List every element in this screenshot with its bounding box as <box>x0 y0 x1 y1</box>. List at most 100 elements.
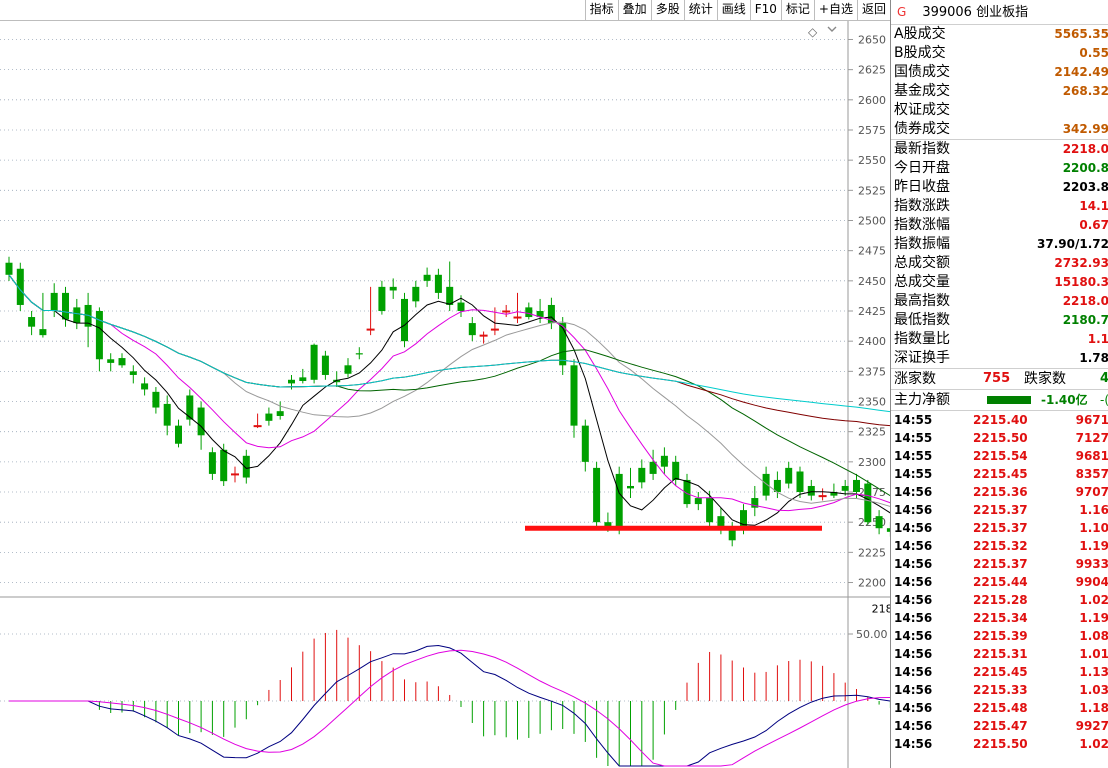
tick-row[interactable]: 14:56 2215.28 1.02 <box>891 591 1108 609</box>
index-stat-row: 总成交量 15180.3 <box>891 273 1108 292</box>
tick-price: 2215.47 <box>973 719 1028 733</box>
y-tick-label: 2625 <box>858 64 886 77</box>
tick-row[interactable]: 14:55 2215.40 9671 <box>891 411 1108 429</box>
turnover-value: 2142.49 <box>1054 65 1108 79</box>
candle-body <box>694 498 702 505</box>
tick-row[interactable]: 14:56 2215.39 1.08 <box>891 627 1108 645</box>
index-stat-label: 指数量比 <box>894 331 950 347</box>
turnover-row: 权证成交 <box>891 101 1108 120</box>
candle-body <box>649 461 657 474</box>
turnover-value: 342.99 <box>1062 122 1108 136</box>
back-button[interactable]: 返回 <box>856 0 890 20</box>
turnover-value: 268.32 <box>1062 84 1108 98</box>
candle-body <box>39 329 47 336</box>
candle-body <box>547 304 555 324</box>
tick-row[interactable]: 14:56 2215.37 9933 <box>891 555 1108 573</box>
turnover-row: 基金成交 268.32 <box>891 82 1108 101</box>
tick-price: 2215.45 <box>973 665 1028 679</box>
candle-body <box>366 328 375 331</box>
candle-body <box>401 298 408 342</box>
index-stat-label: 昨日收盘 <box>894 179 950 195</box>
mark-button[interactable]: 标记 <box>780 0 814 20</box>
tick-volume: 9904 <box>1075 575 1108 589</box>
tick-time: 14:55 <box>894 431 933 445</box>
tick-row[interactable]: 14:56 2215.44 9904 <box>891 573 1108 591</box>
dif-line <box>9 644 890 767</box>
tick-time: 14:56 <box>894 683 933 697</box>
index-stat-row: 深证换手 1.78 <box>891 349 1108 368</box>
tick-row[interactable]: 14:56 2215.50 1.02 <box>891 735 1108 753</box>
tick-price: 2215.33 <box>973 683 1028 697</box>
chevron-down-icon <box>827 26 837 32</box>
tick-row[interactable]: 14:55 2215.50 7127 <box>891 429 1108 447</box>
candle-body <box>175 425 182 444</box>
candle-body <box>118 358 126 366</box>
candle-body <box>615 473 623 529</box>
add-watchlist-button[interactable]: +自选 <box>813 0 857 20</box>
tick-row[interactable]: 14:56 2215.31 1.01 <box>891 645 1108 663</box>
tick-row[interactable]: 14:56 2215.32 1.19 <box>891 537 1108 555</box>
index-code: 399006 <box>922 5 972 20</box>
index-stat-label: 最高指数 <box>894 293 950 309</box>
candle-body <box>62 292 69 320</box>
candle-body <box>683 479 691 505</box>
kline-chart-area[interactable]: 2650 2625 2600 2575 2550 2525 2500 2475 2450 2425… <box>0 21 890 768</box>
candle-body <box>378 286 386 311</box>
y-tick-label: 2550 <box>858 154 886 167</box>
candle-body <box>28 317 36 327</box>
tick-price: 2215.54 <box>973 449 1028 463</box>
tick-row[interactable]: 14:56 2215.47 9927 <box>891 717 1108 735</box>
tick-row[interactable]: 14:56 2215.48 1.18 <box>891 699 1108 717</box>
tick-row[interactable]: 14:56 2215.37 1.10 <box>891 519 1108 537</box>
tick-volume: 9933 <box>1075 557 1108 571</box>
tick-price: 2215.50 <box>973 431 1028 445</box>
tick-row[interactable]: 14:56 2215.34 1.19 <box>891 609 1108 627</box>
candle-body <box>141 383 149 390</box>
tick-row[interactable]: 14:56 2215.45 1.13 <box>891 663 1108 681</box>
candle-body <box>186 395 194 420</box>
tick-volume: 9927 <box>1075 719 1108 733</box>
candle-body <box>638 467 646 483</box>
tick-row[interactable]: 14:55 2215.45 8357 <box>891 465 1108 483</box>
tick-volume: 1.03 <box>1079 683 1108 697</box>
tick-row[interactable]: 14:56 2215.36 9707 <box>891 483 1108 501</box>
turnover-value: 0.55 <box>1079 46 1108 60</box>
candle-body <box>355 353 363 355</box>
indicator-button[interactable]: 指标 <box>584 0 618 20</box>
tick-volume: 9671 <box>1075 413 1108 427</box>
tick-time: 14:56 <box>894 701 933 715</box>
tick-volume: 1.19 <box>1079 611 1108 625</box>
overlay-button[interactable]: 叠加 <box>617 0 651 20</box>
multi-stock-button[interactable]: 多股 <box>650 0 684 20</box>
tick-price: 2215.37 <box>973 503 1028 517</box>
candle-body <box>73 307 81 324</box>
tick-list[interactable]: 14:55 2215.40 9671 14:55 2215.50 7127 14:55 221… <box>891 411 1108 753</box>
tick-time: 14:55 <box>894 449 933 463</box>
kline-chart[interactable]: 2650 2625 2600 2575 2550 2525 2500 2475 2450 2425… <box>0 21 890 768</box>
index-stat-row: 最新指数 2218.0 <box>891 140 1108 159</box>
tick-price: 2215.28 <box>973 593 1028 607</box>
draw-line-button[interactable]: 画线 <box>716 0 750 20</box>
candle-body <box>536 311 544 318</box>
tick-price: 2215.44 <box>973 575 1028 589</box>
statistics-button[interactable]: 统计 <box>683 0 717 20</box>
candle-body <box>310 344 318 380</box>
index-stat-row: 指数涨跌 14.1 <box>891 197 1108 216</box>
candle-body <box>751 498 759 508</box>
ma120-line <box>8 274 890 413</box>
tick-time: 14:56 <box>894 629 933 643</box>
turnover-row: 国债成交 2142.49 <box>891 63 1108 82</box>
turnover-row: B股成交 0.55 <box>891 44 1108 63</box>
f10-button[interactable]: F10 <box>749 0 781 20</box>
turnover-value: 5565.35 <box>1054 27 1108 41</box>
tick-row[interactable]: 14:56 2215.37 1.16 <box>891 501 1108 519</box>
low-price-marker: 2180.70 <box>872 603 890 616</box>
candle-body <box>717 516 725 529</box>
tick-row[interactable]: 14:56 2215.33 1.03 <box>891 681 1108 699</box>
tick-price: 2215.34 <box>973 611 1028 625</box>
tick-row[interactable]: 14:55 2215.54 9681 <box>891 447 1108 465</box>
candle-body <box>468 323 476 336</box>
candle-body <box>886 528 890 532</box>
index-stats-list: 最新指数 2218.0 今日开盘 2200.8 昨日收盘 2203.8 指数涨跌 14.1 指数… <box>891 139 1108 368</box>
candle-body <box>152 391 160 408</box>
